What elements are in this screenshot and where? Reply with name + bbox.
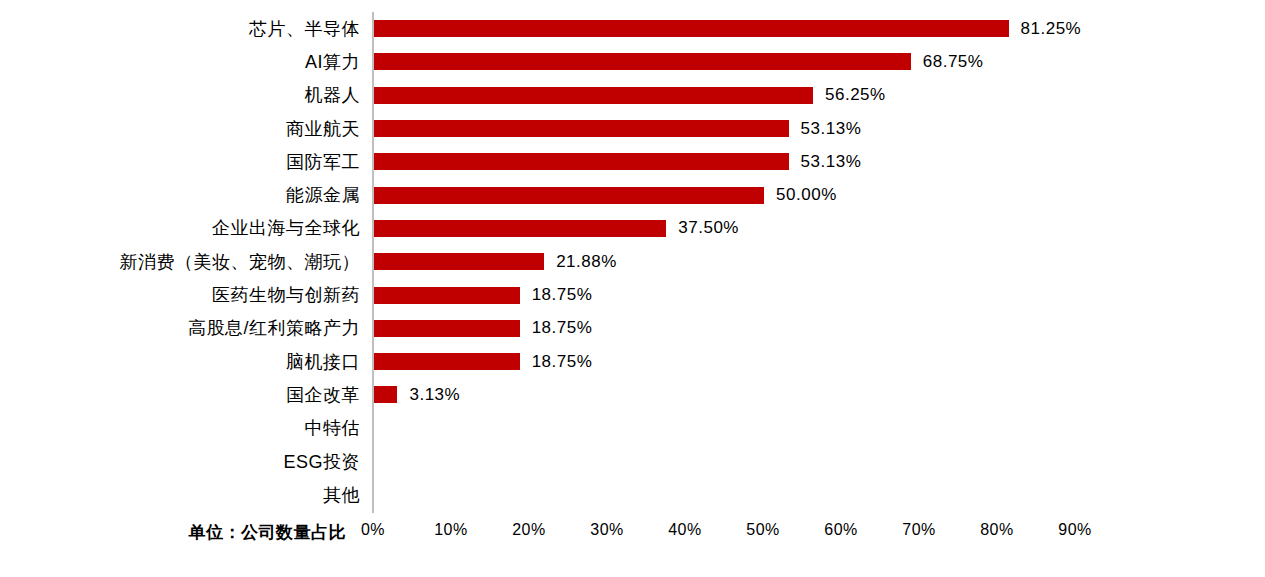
category-label: 机器人 (0, 83, 373, 107)
x-axis-tick: 70% (902, 521, 936, 539)
chart-row: 芯片、半导体 81.25% (0, 12, 1265, 45)
value-label: 18.75% (532, 285, 593, 305)
value-label: 68.75% (923, 52, 984, 72)
chart-row: 企业出海与全球化 37.50% (0, 212, 1265, 245)
value-label: 18.75% (532, 318, 593, 338)
bar-track: 37.50% (373, 218, 1077, 238)
bar-track: 18.75% (373, 318, 1077, 338)
category-label: 医药生物与创新药 (0, 283, 373, 307)
value-label: 50.00% (776, 185, 837, 205)
chart-row: 其他 (0, 478, 1265, 511)
bar-track: 53.13% (373, 152, 1077, 172)
bar-track: 3.13% (373, 385, 1077, 405)
category-label: 能源金属 (0, 183, 373, 207)
chart-rows: 芯片、半导体 81.25% AI算力 68.75% 机器人 56.25% 商业航… (0, 12, 1265, 511)
bar (373, 220, 666, 237)
bar-track: 18.75% (373, 285, 1077, 305)
value-label: 37.50% (678, 218, 739, 238)
bar (373, 253, 544, 270)
bar-track: 68.75% (373, 52, 1077, 72)
x-axis-tick: 10% (434, 521, 468, 539)
bar (373, 187, 764, 204)
x-axis-tick: 80% (980, 521, 1014, 539)
bar-track: 50.00% (373, 185, 1077, 205)
chart-row: 商业航天 53.13% (0, 112, 1265, 145)
category-label: 中特估 (0, 416, 373, 440)
bar-track: 81.25% (373, 19, 1077, 39)
x-axis-tick: 40% (668, 521, 702, 539)
bar (373, 153, 789, 170)
chart-row: 脑机接口 18.75% (0, 345, 1265, 378)
value-label: 53.13% (801, 119, 862, 139)
category-label: 商业航天 (0, 117, 373, 141)
value-label: 3.13% (409, 385, 460, 405)
category-label: 企业出海与全球化 (0, 216, 373, 240)
x-axis-tick: 60% (824, 521, 858, 539)
category-label: 国防军工 (0, 150, 373, 174)
category-label: 高股息/红利策略产力 (0, 316, 373, 340)
y-axis-line (372, 12, 374, 513)
value-label: 21.88% (556, 252, 617, 272)
category-label: 国企改革 (0, 383, 373, 407)
bar (373, 386, 397, 403)
category-label: 其他 (0, 483, 373, 507)
bar (373, 287, 520, 304)
category-label: 芯片、半导体 (0, 17, 373, 41)
category-label: 新消费（美妆、宠物、潮玩） (0, 250, 373, 274)
category-label: AI算力 (0, 50, 373, 74)
bar (373, 120, 789, 137)
chart-row: 高股息/红利策略产力 18.75% (0, 312, 1265, 345)
category-label: 脑机接口 (0, 350, 373, 374)
unit-note: 单位：公司数量占比 (0, 521, 346, 544)
bar-track: 56.25% (373, 85, 1077, 105)
bar-track: 21.88% (373, 252, 1077, 272)
bar (373, 87, 813, 104)
bar-track: 53.13% (373, 119, 1077, 139)
chart-row: ESG投资 (0, 445, 1265, 478)
x-axis-tick: 90% (1058, 521, 1092, 539)
chart-row: AI算力 68.75% (0, 45, 1265, 78)
x-axis-tick: 30% (590, 521, 624, 539)
category-label: ESG投资 (0, 450, 373, 474)
chart-row: 中特估 (0, 412, 1265, 445)
value-label: 53.13% (801, 152, 862, 172)
bar (373, 53, 911, 70)
bar (373, 20, 1009, 37)
bar (373, 353, 520, 370)
chart-row: 医药生物与创新药 18.75% (0, 278, 1265, 311)
bar-chart: 芯片、半导体 81.25% AI算力 68.75% 机器人 56.25% 商业航… (0, 0, 1265, 577)
x-axis-tick: 0% (361, 521, 385, 539)
x-axis-tick: 50% (746, 521, 780, 539)
chart-row: 国防军工 53.13% (0, 145, 1265, 178)
value-label: 81.25% (1021, 19, 1082, 39)
chart-row: 国企改革 3.13% (0, 378, 1265, 411)
value-label: 56.25% (825, 85, 886, 105)
chart-row: 能源金属 50.00% (0, 178, 1265, 211)
value-label: 18.75% (532, 352, 593, 372)
x-axis-tick: 20% (512, 521, 546, 539)
bar (373, 320, 520, 337)
chart-row: 新消费（美妆、宠物、潮玩） 21.88% (0, 245, 1265, 278)
x-axis: 0%10%20%30%40%50%60%70%80%90% (373, 521, 1075, 543)
chart-row: 机器人 56.25% (0, 79, 1265, 112)
bar-track: 18.75% (373, 352, 1077, 372)
